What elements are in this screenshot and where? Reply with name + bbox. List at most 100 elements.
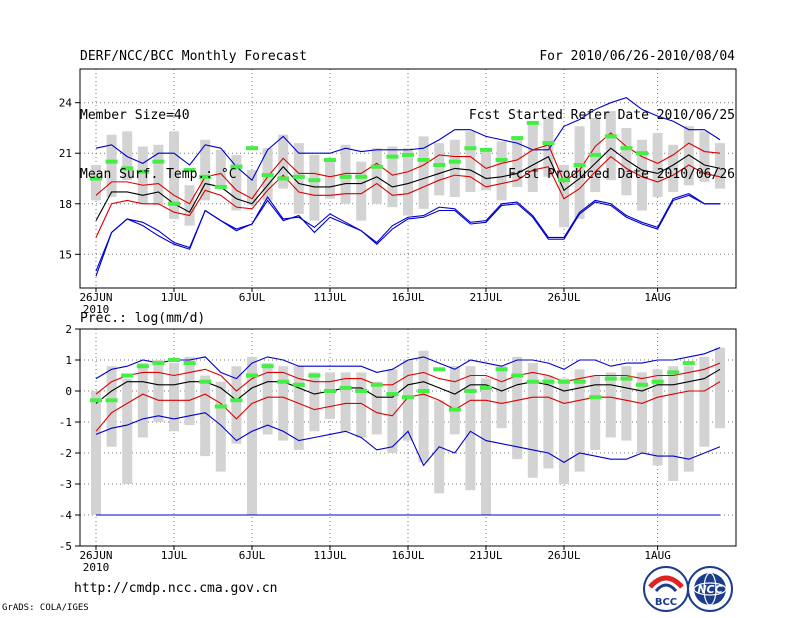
temp-spread-box — [559, 165, 569, 228]
temp-spread-box — [231, 154, 242, 211]
precipitation-panel: -5 -4 -3 -2 -1 0 1 2 26JUN 1JUL 6JUL 11JUL 16JUL 21JU… — [59, 311, 737, 574]
prec-obs-marker — [386, 392, 399, 397]
temp-spread-box — [605, 111, 616, 181]
prec-obs-marker — [277, 379, 290, 384]
temp-series-min — [95, 194, 720, 277]
temp-spread-box — [247, 170, 257, 206]
prec-spread-box — [293, 366, 304, 450]
prec-spread-box — [652, 369, 663, 466]
bcc-logo: BCC — [643, 566, 689, 612]
prec-spread-box — [278, 366, 289, 441]
prec-spread-box — [559, 378, 569, 484]
temp-spread-box — [325, 161, 335, 199]
prec-spread-box — [465, 366, 476, 491]
temp-spread-box — [668, 144, 679, 192]
prec-obs-marker — [558, 379, 570, 384]
temp-xtick-label: 26JUL — [547, 291, 580, 304]
prec-obs-marker — [480, 385, 492, 390]
temp-ytick-label: 21 — [59, 147, 72, 160]
prec-obs-marker — [495, 367, 508, 372]
prec-spread-box — [153, 360, 164, 422]
prec-obs-marker — [542, 379, 555, 384]
temp-obs-marker — [464, 146, 477, 151]
prec-spread-box — [231, 366, 242, 444]
prec-spread-box — [106, 366, 117, 447]
prec-obs-marker — [292, 382, 305, 387]
prec-ytick-label: -3 — [59, 478, 72, 491]
header-left: DERF/NCC/BCC Monthly Forecast Member Siz… — [80, 9, 307, 205]
refer-date: Fcst Started Refer Date 2010/06/25 — [468, 108, 735, 123]
temp-obs-marker — [526, 120, 539, 125]
temperature-panel: 15 18 21 24 26JUN 1JUL 6JUL 11JUL 16JUL 21JUL 26JU… — [59, 68, 737, 316]
prec-spread-box — [590, 375, 601, 450]
prec-spread-box — [449, 366, 460, 435]
prec-xtick-label: 26JUL — [547, 549, 580, 562]
temp-spread-box — [340, 144, 351, 204]
temp-xtick-label: 16JUL — [391, 291, 424, 304]
prec-series-max — [95, 347, 721, 380]
prec-spread-box — [637, 372, 647, 453]
prec-ytick-label: 0 — [65, 385, 72, 398]
prec-obs-marker — [433, 367, 446, 372]
temp-spread-box — [512, 138, 523, 187]
produced-date: Fcst Produced Date 2010/06/26 — [508, 167, 735, 182]
temp-obs-marker — [168, 201, 180, 206]
prec-obs-marker — [199, 379, 212, 384]
prec-spread-box — [184, 356, 195, 426]
prec-obs-marker — [464, 389, 477, 393]
temp-ytick-label: 18 — [59, 198, 72, 211]
prec-spread-box — [481, 378, 491, 515]
prec-obs-marker — [511, 373, 524, 378]
prec-obs-marker — [308, 373, 321, 378]
temp-spread-box — [278, 134, 289, 189]
temp-spread-box — [465, 131, 476, 192]
prec-spread-box — [403, 360, 413, 441]
prec-obs-marker — [448, 407, 461, 412]
temp-spread-box — [215, 149, 226, 189]
prec-spread-box — [527, 363, 538, 478]
prec-series-p75 — [95, 362, 721, 395]
prec-obs-marker — [339, 385, 352, 390]
temp-spread-box — [699, 131, 710, 182]
prec-spread-box — [169, 363, 179, 432]
prec-spread-box — [356, 372, 367, 438]
temp-xtick-label: 21JUL — [469, 291, 502, 304]
prec-spread-box — [200, 375, 211, 457]
temp-spread-box — [122, 131, 133, 181]
prec-xtick-label: 16JUL — [391, 549, 424, 562]
prec-year-label: 2010 — [83, 561, 110, 574]
grads-credit: GrADS: COLA/IGES — [2, 603, 89, 613]
temp-spread-box — [309, 154, 320, 221]
prec-spread-box — [309, 372, 320, 432]
temp-spread-box — [683, 126, 694, 186]
source-url[interactable]: http://cmdp.ncc.cma.gov.cn — [74, 581, 278, 596]
prec-xtick-label: 1AUG — [644, 549, 671, 562]
prec-spread-box — [325, 372, 335, 419]
temp-obs-marker — [339, 174, 352, 179]
temp-xtick-label: 1JUL — [161, 291, 188, 304]
temp-obs-marker — [542, 141, 555, 146]
temp-spread-box — [356, 161, 367, 221]
temp-series-p25 — [95, 155, 721, 238]
prec-obs-marker — [573, 379, 586, 384]
temp-obs-marker — [573, 163, 586, 168]
temp-spread-box — [637, 139, 647, 211]
temp-obs-marker — [121, 166, 134, 171]
temp-obs-marker — [105, 159, 118, 164]
prec-spread-box — [512, 356, 523, 460]
prec-obs-marker — [651, 379, 664, 384]
prec-obs-marker — [152, 361, 165, 366]
temp-obs-marker — [277, 176, 290, 181]
ncc-logo-text: NCC — [697, 583, 722, 596]
prec-obs-marker — [636, 382, 648, 387]
prec-series-min — [95, 412, 721, 467]
temp-series-p90 — [95, 97, 721, 182]
prec-spread-box — [605, 372, 616, 438]
prec-spread-box — [418, 350, 429, 463]
temp-ytick-label: 24 — [59, 97, 73, 110]
temp-obs-marker — [589, 152, 602, 157]
temp-obs-marker — [604, 134, 617, 139]
temp-obs-marker — [402, 152, 414, 157]
prec-spread-box — [496, 366, 507, 429]
